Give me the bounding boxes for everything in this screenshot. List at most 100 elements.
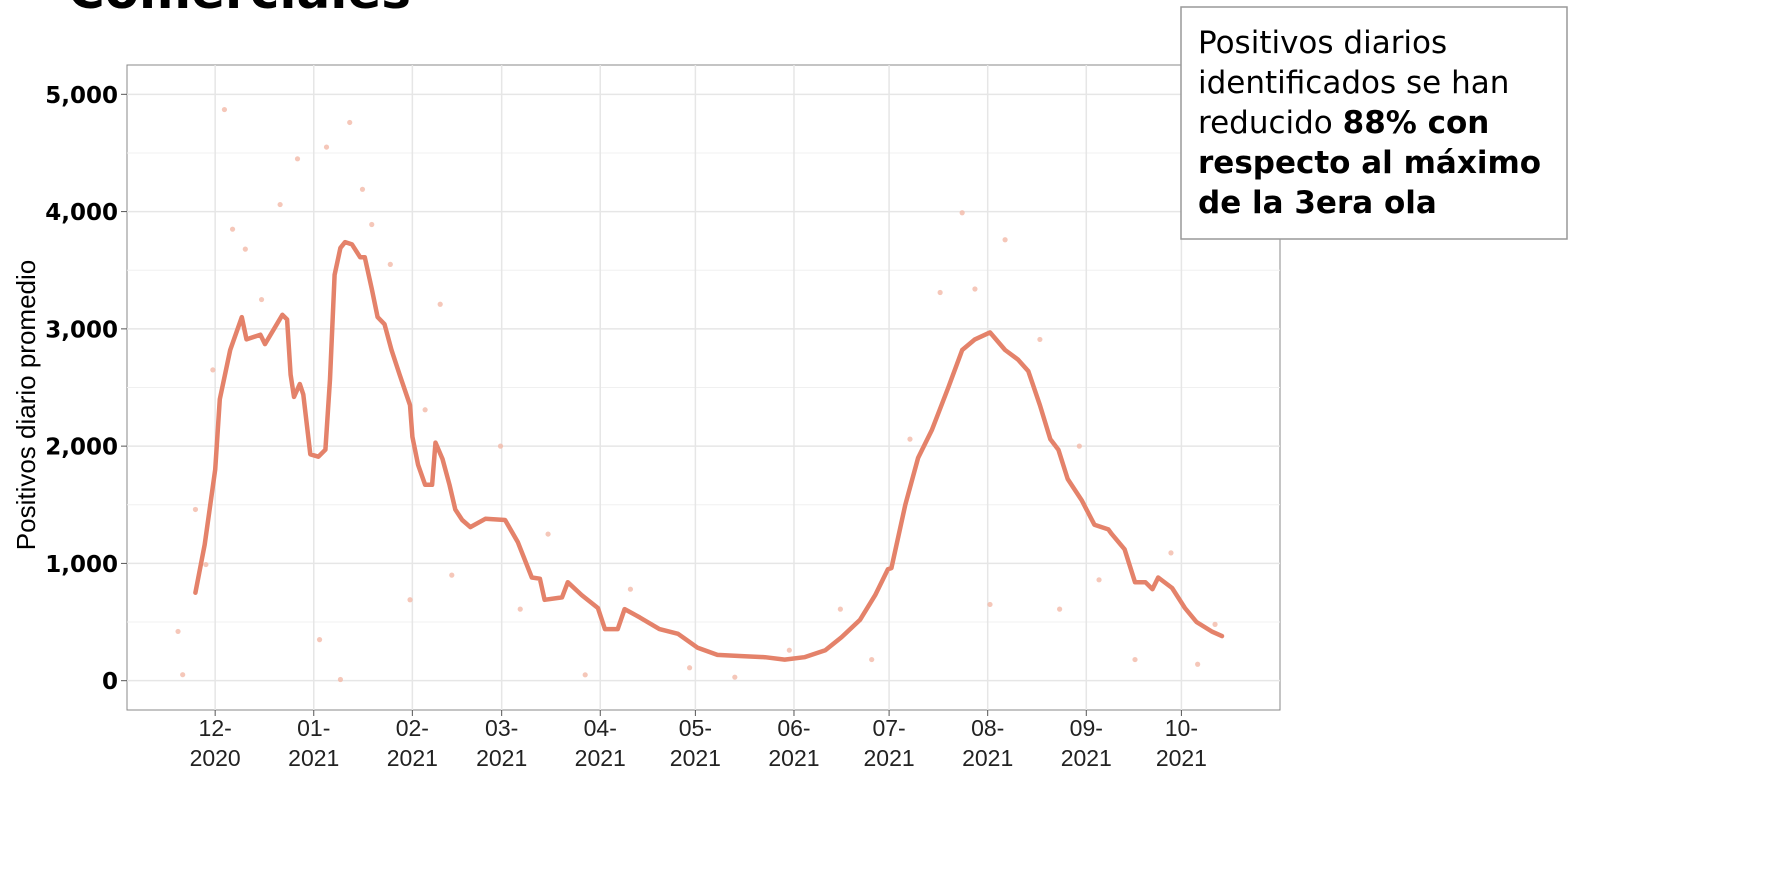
point xyxy=(1168,550,1174,556)
point xyxy=(180,672,186,678)
x-tick-label-line: 2021 xyxy=(1156,745,1207,771)
annotation-text: de la 3era ola xyxy=(1198,185,1437,221)
x-tick-label-line: 2021 xyxy=(962,745,1013,771)
point xyxy=(686,665,693,671)
point xyxy=(407,597,413,603)
x-tick-label-line: 2021 xyxy=(387,745,438,771)
point xyxy=(175,628,181,635)
annotation-text: 88% con xyxy=(1343,105,1490,141)
point xyxy=(387,261,393,267)
point xyxy=(203,561,209,568)
annotation-box xyxy=(1180,6,1568,240)
x-tick-label: 08- 2021 xyxy=(962,715,1013,771)
y-tick-label: 5,000 xyxy=(45,83,118,109)
annotation-text: respecto al máximo xyxy=(1198,145,1541,181)
x-tick-label-line: 2021 xyxy=(1061,745,1112,771)
point xyxy=(437,301,443,307)
point xyxy=(1076,443,1082,449)
annotation: Positivos diarios identificados se han red… xyxy=(1198,25,1541,221)
point xyxy=(316,637,323,643)
annotation-text: reducido xyxy=(1198,105,1343,141)
x-tick-label-line: 03- xyxy=(485,715,518,741)
point xyxy=(517,606,523,612)
point xyxy=(422,407,428,413)
x-tick-label-line: 04- xyxy=(584,715,617,741)
x-tick-label-line: 2020 xyxy=(190,745,241,771)
point xyxy=(1037,336,1043,343)
y-axis-label: Positivos diario promedio xyxy=(11,260,41,550)
point xyxy=(323,144,330,150)
x-tick-label-line: 2021 xyxy=(768,745,819,771)
x-tick-label: 05- 2021 xyxy=(670,715,721,771)
point xyxy=(359,186,366,192)
point xyxy=(786,647,792,653)
annotation-line: reducido 88% con xyxy=(1198,105,1489,141)
x-tick-label-line: 06- xyxy=(777,715,810,741)
x-tick-label-line: 01- xyxy=(297,715,330,741)
point xyxy=(1212,621,1218,627)
point xyxy=(242,246,248,252)
point xyxy=(972,286,978,292)
point xyxy=(221,106,228,113)
x-tick-label-line: 12- xyxy=(199,715,232,741)
x-tick-label-line: 2021 xyxy=(864,745,915,771)
x-tick-label-line: 05- xyxy=(679,715,712,741)
point xyxy=(907,436,913,442)
point xyxy=(347,119,353,126)
x-tick-label: 03- 2021 xyxy=(476,715,527,771)
point xyxy=(582,672,588,678)
line xyxy=(193,239,1225,662)
x-tick-label-line: 2021 xyxy=(670,745,721,771)
annotation-text: identificados se han xyxy=(1198,65,1509,101)
annotation-line: respecto al máximo xyxy=(1198,145,1541,181)
x-tick-label: 01- 2021 xyxy=(288,715,339,771)
x-tick-label-line: 10- xyxy=(1165,715,1198,741)
x-tick-label: 04- 2021 xyxy=(575,715,626,771)
plot: 0 1,000 2,000 3,000 4,000 5,000 12- 2020 01- 2021… xyxy=(45,65,1280,771)
x-tick-label: 06- 2021 xyxy=(768,715,819,771)
point xyxy=(210,367,216,373)
point xyxy=(258,296,265,303)
point xyxy=(497,443,504,449)
annotation-line: de la 3era ola xyxy=(1198,185,1437,221)
point xyxy=(1057,606,1063,612)
point xyxy=(1096,577,1102,583)
x-tick-label-line: 2021 xyxy=(575,745,626,771)
point xyxy=(987,601,993,608)
point xyxy=(1132,656,1138,663)
point xyxy=(369,221,375,228)
y-tick-label: 3,000 xyxy=(45,317,118,343)
x-tick-label-line: 07- xyxy=(872,715,905,741)
point xyxy=(732,674,738,680)
point xyxy=(837,606,843,612)
x-tick-label-line: 09- xyxy=(1070,715,1103,741)
point xyxy=(959,210,965,216)
point xyxy=(277,201,283,208)
annotation-line: Positivos diarios xyxy=(1198,25,1447,61)
point xyxy=(229,226,236,232)
point xyxy=(1195,661,1201,667)
x-tick-label-line: 2021 xyxy=(476,745,527,771)
point xyxy=(545,531,551,537)
y-tick-label: 4,000 xyxy=(45,200,118,226)
point xyxy=(937,289,943,296)
y-tick-label: 1,000 xyxy=(45,552,118,578)
point xyxy=(337,676,344,683)
point xyxy=(449,572,455,578)
annotation-text: Positivos diarios xyxy=(1198,25,1447,61)
x-tick-label-line: 08- xyxy=(971,715,1004,741)
y-tick-label: 0 xyxy=(102,669,118,695)
point xyxy=(627,586,634,592)
point xyxy=(192,506,199,513)
x-tick-label-line: 2021 xyxy=(288,745,339,771)
x-tick-label: 10- 2021 xyxy=(1156,715,1207,771)
chart-title: Comerciales xyxy=(68,0,411,20)
annotation-line: identificados se han xyxy=(1198,65,1509,101)
y-tick-label: 2,000 xyxy=(45,435,118,461)
x-tick-label-line: 02- xyxy=(396,715,429,741)
point xyxy=(1002,237,1008,243)
x-tick-label: 02- 2021 xyxy=(387,715,438,771)
point xyxy=(294,156,301,162)
x-tick-label: 12- 2020 xyxy=(190,715,241,771)
